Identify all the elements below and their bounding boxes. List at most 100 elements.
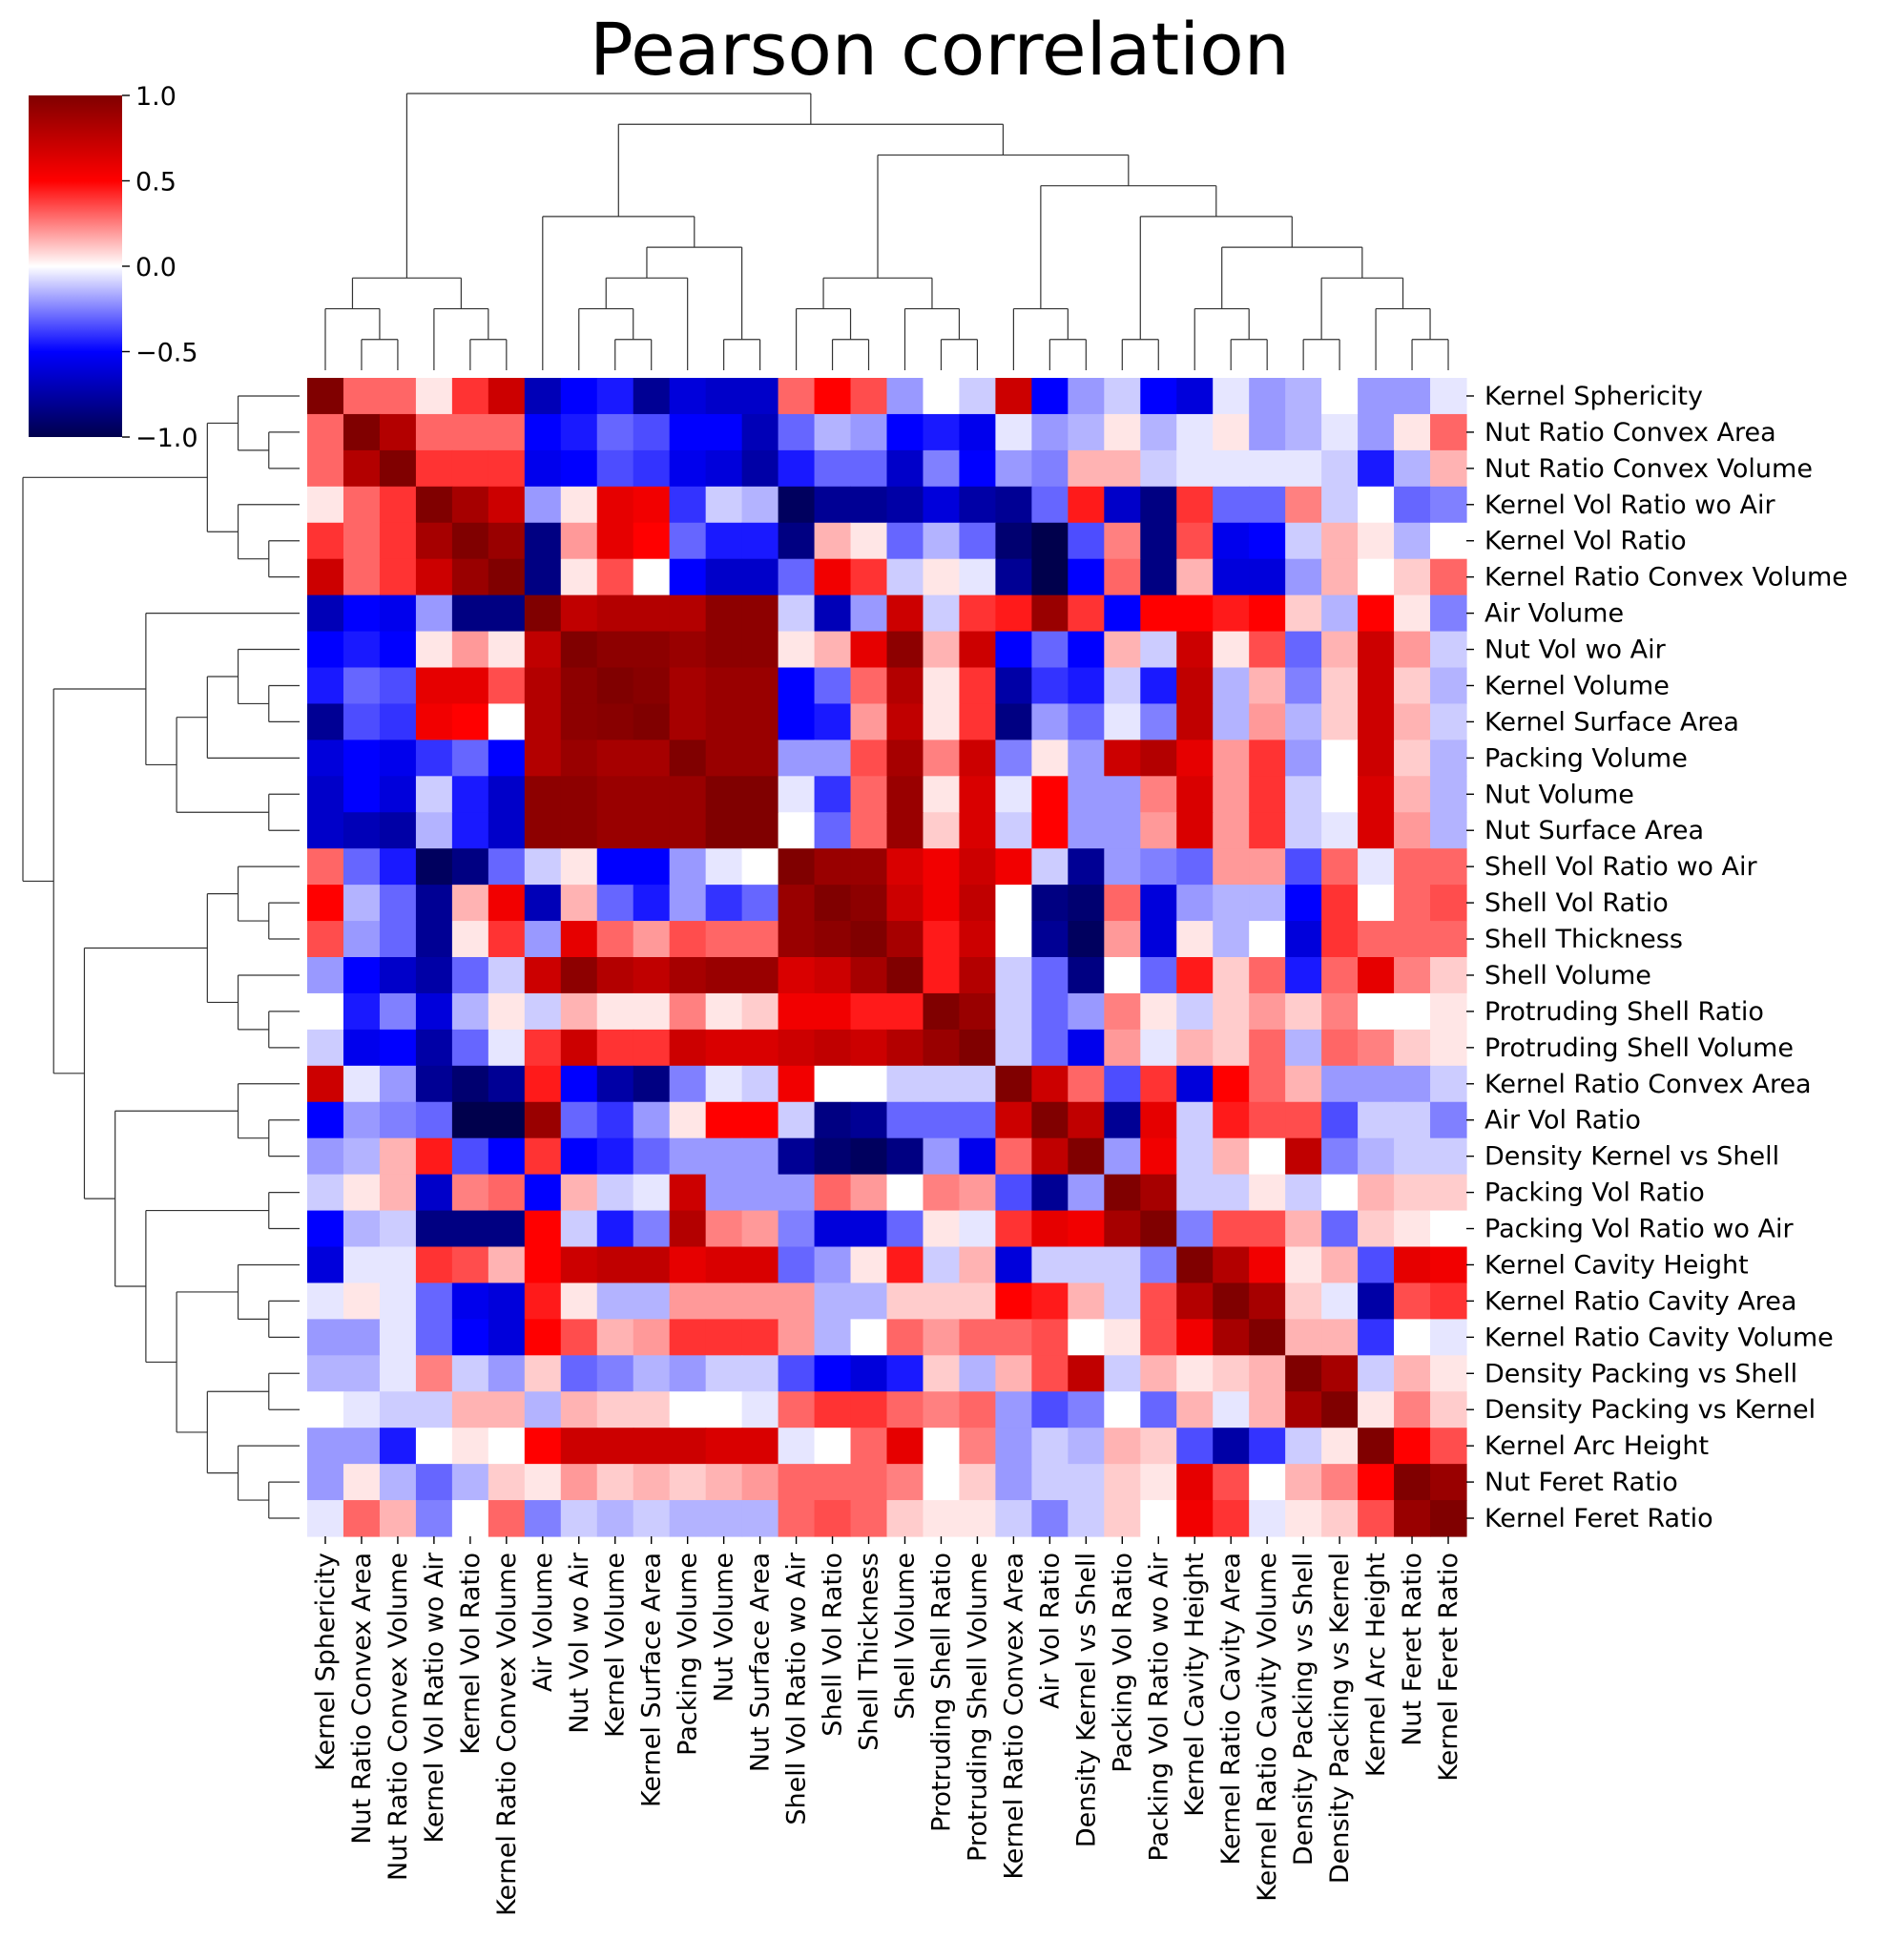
heatmap-cell bbox=[886, 449, 924, 488]
heatmap-cell bbox=[1358, 1029, 1395, 1067]
heatmap-cell bbox=[778, 776, 816, 813]
heatmap-cell bbox=[886, 703, 924, 740]
heatmap-cell bbox=[451, 1174, 489, 1212]
heatmap-cell bbox=[741, 667, 779, 705]
heatmap-cell bbox=[669, 1101, 707, 1139]
heatmap-cell bbox=[923, 1246, 961, 1284]
heatmap-cell bbox=[488, 594, 526, 633]
heatmap-cell bbox=[1285, 413, 1322, 451]
heatmap-cell bbox=[1394, 1210, 1431, 1248]
row-label-air-vol-ratio: Air Vol Ratio bbox=[1484, 1106, 1641, 1136]
heatmap-cell bbox=[814, 885, 852, 922]
heatmap-cell bbox=[814, 449, 852, 488]
heatmap-cell bbox=[488, 1428, 526, 1465]
heatmap-cell bbox=[669, 1391, 707, 1428]
heatmap-cell bbox=[705, 1500, 743, 1537]
heatmap-cell bbox=[379, 1029, 417, 1067]
heatmap-cell bbox=[633, 992, 671, 1031]
heatmap-cell bbox=[959, 594, 997, 633]
heatmap-cell bbox=[1140, 594, 1177, 633]
heatmap-cell bbox=[596, 1174, 634, 1212]
heatmap-cell bbox=[1321, 1065, 1359, 1103]
heatmap-cell bbox=[451, 413, 489, 451]
heatmap-cell bbox=[923, 885, 961, 922]
heatmap-cell bbox=[741, 1029, 779, 1067]
heatmap-cell bbox=[886, 522, 924, 560]
heatmap-cell bbox=[1140, 1174, 1177, 1212]
heatmap-cell bbox=[415, 1355, 453, 1392]
heatmap-cell bbox=[633, 921, 671, 958]
heatmap-cell bbox=[1031, 1500, 1069, 1537]
heatmap-cell bbox=[1031, 776, 1069, 813]
heatmap-cell bbox=[1176, 631, 1214, 669]
heatmap-cell bbox=[923, 1355, 961, 1392]
heatmap-cell bbox=[1213, 594, 1250, 633]
heatmap-cell bbox=[1394, 1282, 1431, 1320]
heatmap-cell bbox=[778, 921, 816, 958]
heatmap-cell bbox=[1176, 1282, 1214, 1320]
heatmap-cell bbox=[596, 667, 634, 705]
heatmap-cell bbox=[560, 413, 598, 451]
heatmap-cell bbox=[814, 558, 852, 596]
row-label-kernel-ratio-convex-volume: Kernel Ratio Convex Volume bbox=[1484, 563, 1848, 593]
heatmap-cell bbox=[1068, 1391, 1105, 1428]
heatmap-cell bbox=[343, 522, 381, 560]
heatmap-cell bbox=[488, 703, 526, 740]
heatmap-cell bbox=[1285, 921, 1322, 958]
heatmap-cell bbox=[1358, 558, 1395, 596]
heatmap-cell bbox=[524, 1137, 562, 1176]
heatmap-cell bbox=[995, 1500, 1032, 1537]
heatmap-cell bbox=[1176, 848, 1214, 886]
heatmap-cell bbox=[814, 992, 852, 1031]
heatmap-cell bbox=[1430, 1391, 1467, 1428]
heatmap-cell bbox=[1068, 1210, 1105, 1248]
heatmap-cell bbox=[741, 776, 779, 813]
heatmap-cell bbox=[1031, 1319, 1069, 1356]
heatmap-cell bbox=[415, 812, 453, 849]
heatmap-cell bbox=[488, 1319, 526, 1356]
column-label-kernel-volume: Kernel Volume bbox=[601, 1553, 631, 1738]
heatmap-cell bbox=[778, 1464, 816, 1501]
heatmap-cell bbox=[343, 413, 381, 451]
heatmap-cell bbox=[415, 1246, 453, 1284]
heatmap-cell bbox=[959, 1428, 997, 1465]
heatmap-cell bbox=[1176, 558, 1214, 596]
heatmap-cell bbox=[814, 776, 852, 813]
heatmap-cell bbox=[379, 848, 417, 886]
heatmap-cell bbox=[1213, 885, 1250, 922]
heatmap-cell bbox=[778, 1428, 816, 1465]
row-dendrogram bbox=[22, 395, 300, 1519]
heatmap-cell bbox=[633, 1029, 671, 1067]
row-label-density-packing-vs-shell: Density Packing vs Shell bbox=[1484, 1359, 1797, 1388]
heatmap-cell bbox=[923, 449, 961, 488]
heatmap-cell bbox=[1430, 885, 1467, 922]
heatmap-cell bbox=[415, 1101, 453, 1139]
heatmap-cell bbox=[741, 1246, 779, 1284]
heatmap-cell bbox=[1031, 812, 1069, 849]
heatmap-cell bbox=[995, 921, 1032, 958]
heatmap-cell bbox=[886, 378, 924, 415]
heatmap-cell bbox=[560, 776, 598, 813]
heatmap-cell bbox=[886, 594, 924, 633]
heatmap-cell bbox=[1104, 848, 1141, 886]
heatmap-cell bbox=[451, 812, 489, 849]
heatmap-cell bbox=[814, 1500, 852, 1537]
heatmap-cell bbox=[1068, 921, 1105, 958]
heatmap-cell bbox=[995, 740, 1032, 777]
heatmap-cell bbox=[379, 1065, 417, 1103]
heatmap-cell bbox=[596, 885, 634, 922]
heatmap-cell bbox=[1213, 1428, 1250, 1465]
heatmap-cell bbox=[1213, 1210, 1250, 1248]
heatmap-cell bbox=[669, 486, 707, 524]
heatmap-cell bbox=[1068, 1428, 1105, 1465]
heatmap-cell bbox=[1140, 740, 1177, 777]
heatmap-cell bbox=[415, 957, 453, 994]
heatmap-cell bbox=[923, 1137, 961, 1176]
heatmap-cell bbox=[1213, 1029, 1250, 1067]
column-label-density-packing-vs-kernel: Density Packing vs Kernel bbox=[1325, 1553, 1355, 1884]
heatmap-cell bbox=[1394, 921, 1431, 958]
heatmap-cell bbox=[633, 1500, 671, 1537]
heatmap-cell bbox=[850, 1282, 888, 1320]
heatmap-cell bbox=[451, 558, 489, 596]
heatmap-cell bbox=[343, 1065, 381, 1103]
